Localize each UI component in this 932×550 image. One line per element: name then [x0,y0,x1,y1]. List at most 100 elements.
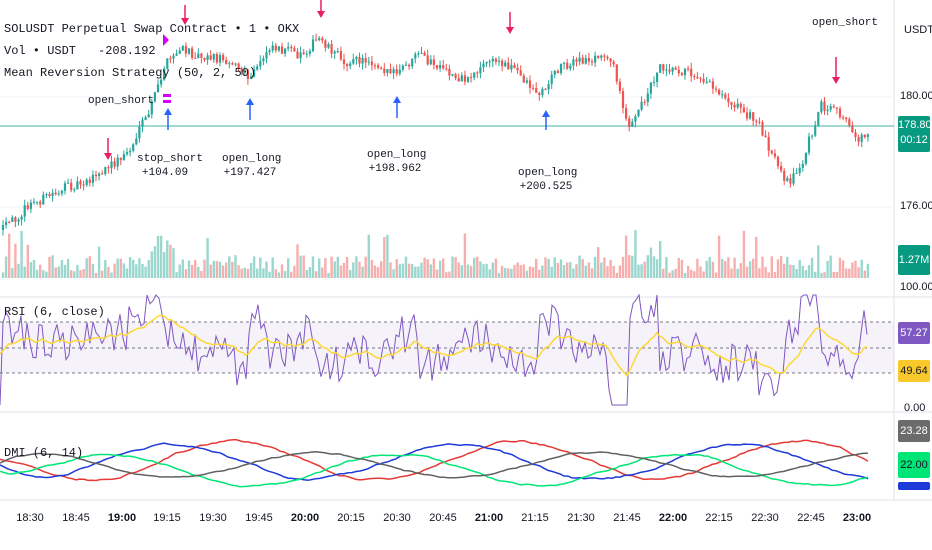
candle-body [240,68,243,72]
volume-bar [178,264,181,278]
candle-body [209,55,212,60]
candle-body [135,138,138,145]
rsi-legend[interactable]: RSI (6, close) [4,305,105,319]
candle-body [863,134,866,138]
volume-bar [66,258,70,278]
volume-bar [262,268,265,278]
time-label: 21:30 [567,512,595,524]
volume-bar [569,262,572,278]
volume-bar [550,266,553,278]
trade-stop-short: stop_short +104.09 [137,152,203,180]
candle-body [101,173,104,175]
symbol-legend[interactable]: SOLUSDT Perpetual Swap Contract • 1 • OK… [4,22,300,36]
candle-body [358,57,361,64]
volume-bar [544,257,547,278]
volume-bar [221,265,225,278]
volume-bar [832,271,835,278]
volume-bar [48,256,51,278]
bar-countdown: 00:12 [900,134,928,146]
candle-body [293,48,296,52]
volume-bar [745,266,749,278]
candle-body [513,64,516,69]
volume-bar [277,272,281,278]
candle-body [758,121,761,123]
signal-open-short-left: open_short [88,95,155,107]
dmi-value-tag-2: 22.00 [898,452,930,478]
candle-body [745,112,749,119]
volume-bar [212,260,215,278]
candle-body [680,73,683,76]
candle-body [5,221,8,226]
volume-bar [138,258,141,278]
volume-bar [491,262,494,278]
volume-bar [395,259,398,278]
volume-bar [513,265,516,278]
volume-bar [559,259,563,278]
candle-body [749,112,752,119]
volume-bar [321,267,324,278]
volume-bar [420,262,423,278]
volume-bar [147,260,150,278]
candle-body [625,108,628,119]
volume-bar [476,256,479,278]
candle-body [271,45,274,51]
candle-body [231,63,234,65]
volume-bar [141,263,144,278]
volume-bar [342,262,346,278]
candle-body [113,161,116,167]
volume-bar [742,230,746,278]
signal-open-short-right: open_short [812,17,879,29]
candle-body [333,51,336,54]
volume-bar [848,268,851,278]
volume-bar [445,272,448,278]
candle-body [175,53,178,56]
candle-body [739,103,742,108]
candle-body [265,52,268,59]
volume-bar [17,263,20,278]
volume-bar [733,257,736,278]
time-label: 19:15 [153,512,181,524]
volume-bar [116,258,119,278]
volume-bar [150,251,153,278]
candle-body [290,46,293,49]
candle-body [45,194,48,196]
candle-body [801,163,804,168]
volume-bar [225,262,228,278]
candle-body [107,167,110,169]
candle-body [780,166,783,171]
volume-bar [432,258,436,278]
candle-body [525,80,528,83]
volume-bar [122,263,126,278]
candle-body [191,48,194,58]
volume-legend[interactable]: Vol • USDT [4,44,77,58]
volume-bar [590,268,594,278]
volume-bar [457,262,460,278]
volume-bar [144,266,147,278]
volume-bar [398,264,401,278]
volume-bar [26,244,29,278]
candle-body [299,52,302,59]
candle-body [600,55,603,58]
candle-body [153,92,156,102]
candle-body [228,63,231,65]
time-label: 20:30 [383,512,411,524]
candle-body [339,51,342,60]
dmi-legend[interactable]: DMI (6, 14) [4,446,84,460]
volume-bar [88,256,91,278]
volume-bar [721,259,724,278]
candle-body [662,64,665,71]
strategy-legend[interactable]: Mean Reversion Strategy (50, 2, 50) [4,66,257,80]
candle-body [773,153,776,157]
candle-body [206,55,209,61]
volume-bar [119,258,122,278]
candle-body [88,179,91,183]
candle-body [36,201,39,203]
time-label: 19:30 [199,512,227,524]
volume-bar [318,258,321,278]
volume-bar [789,264,792,278]
trade-marker [163,100,171,103]
candle-body [426,55,429,65]
volume-bar [135,264,138,278]
candle-body [212,54,215,60]
